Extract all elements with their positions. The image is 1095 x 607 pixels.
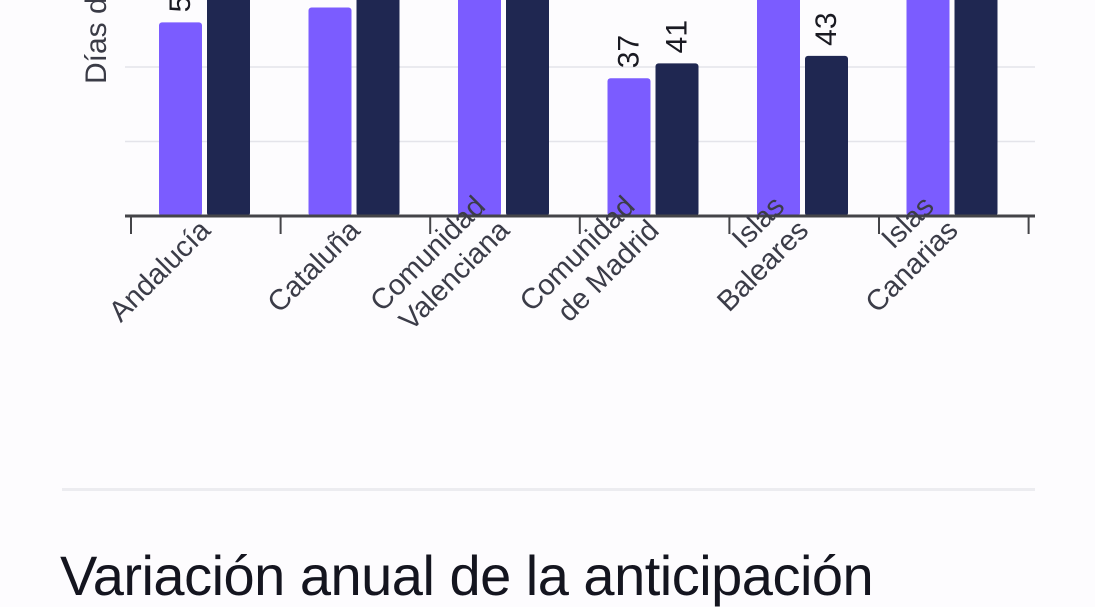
category-label-line: Andalucía [103, 214, 217, 328]
bar [308, 7, 352, 217]
section-divider [62, 488, 1035, 491]
data-label: 37 [613, 35, 646, 68]
next-section-heading: Variación anual de la anticipación [60, 544, 874, 607]
data-labels: 5 37 41 43 [164, 0, 843, 68]
bars [159, 0, 998, 217]
bar [159, 22, 202, 216]
bar [954, 0, 998, 216]
bar [757, 0, 800, 216]
bar [458, 0, 501, 216]
gridlines [125, 66, 1035, 143]
category-label-line: Cataluña [262, 214, 367, 319]
bar [805, 55, 848, 217]
bar [207, 0, 250, 216]
bar [906, 0, 950, 216]
bar [356, 0, 400, 216]
bar-chart: Días d 537 41 43 Andalucía CataluñaComunida… [80, 0, 1035, 337]
category-label: Cataluña [262, 214, 367, 319]
data-label: 43 [810, 12, 843, 45]
data-label: 41 [661, 20, 694, 53]
y-axis-label: Días d [80, 0, 113, 84]
bar [506, 0, 549, 216]
category-label: Andalucía [103, 214, 217, 328]
data-label: 5 [164, 0, 197, 12]
x-axis-ticks [130, 216, 1030, 234]
bar [655, 63, 699, 216]
bar [607, 78, 651, 216]
